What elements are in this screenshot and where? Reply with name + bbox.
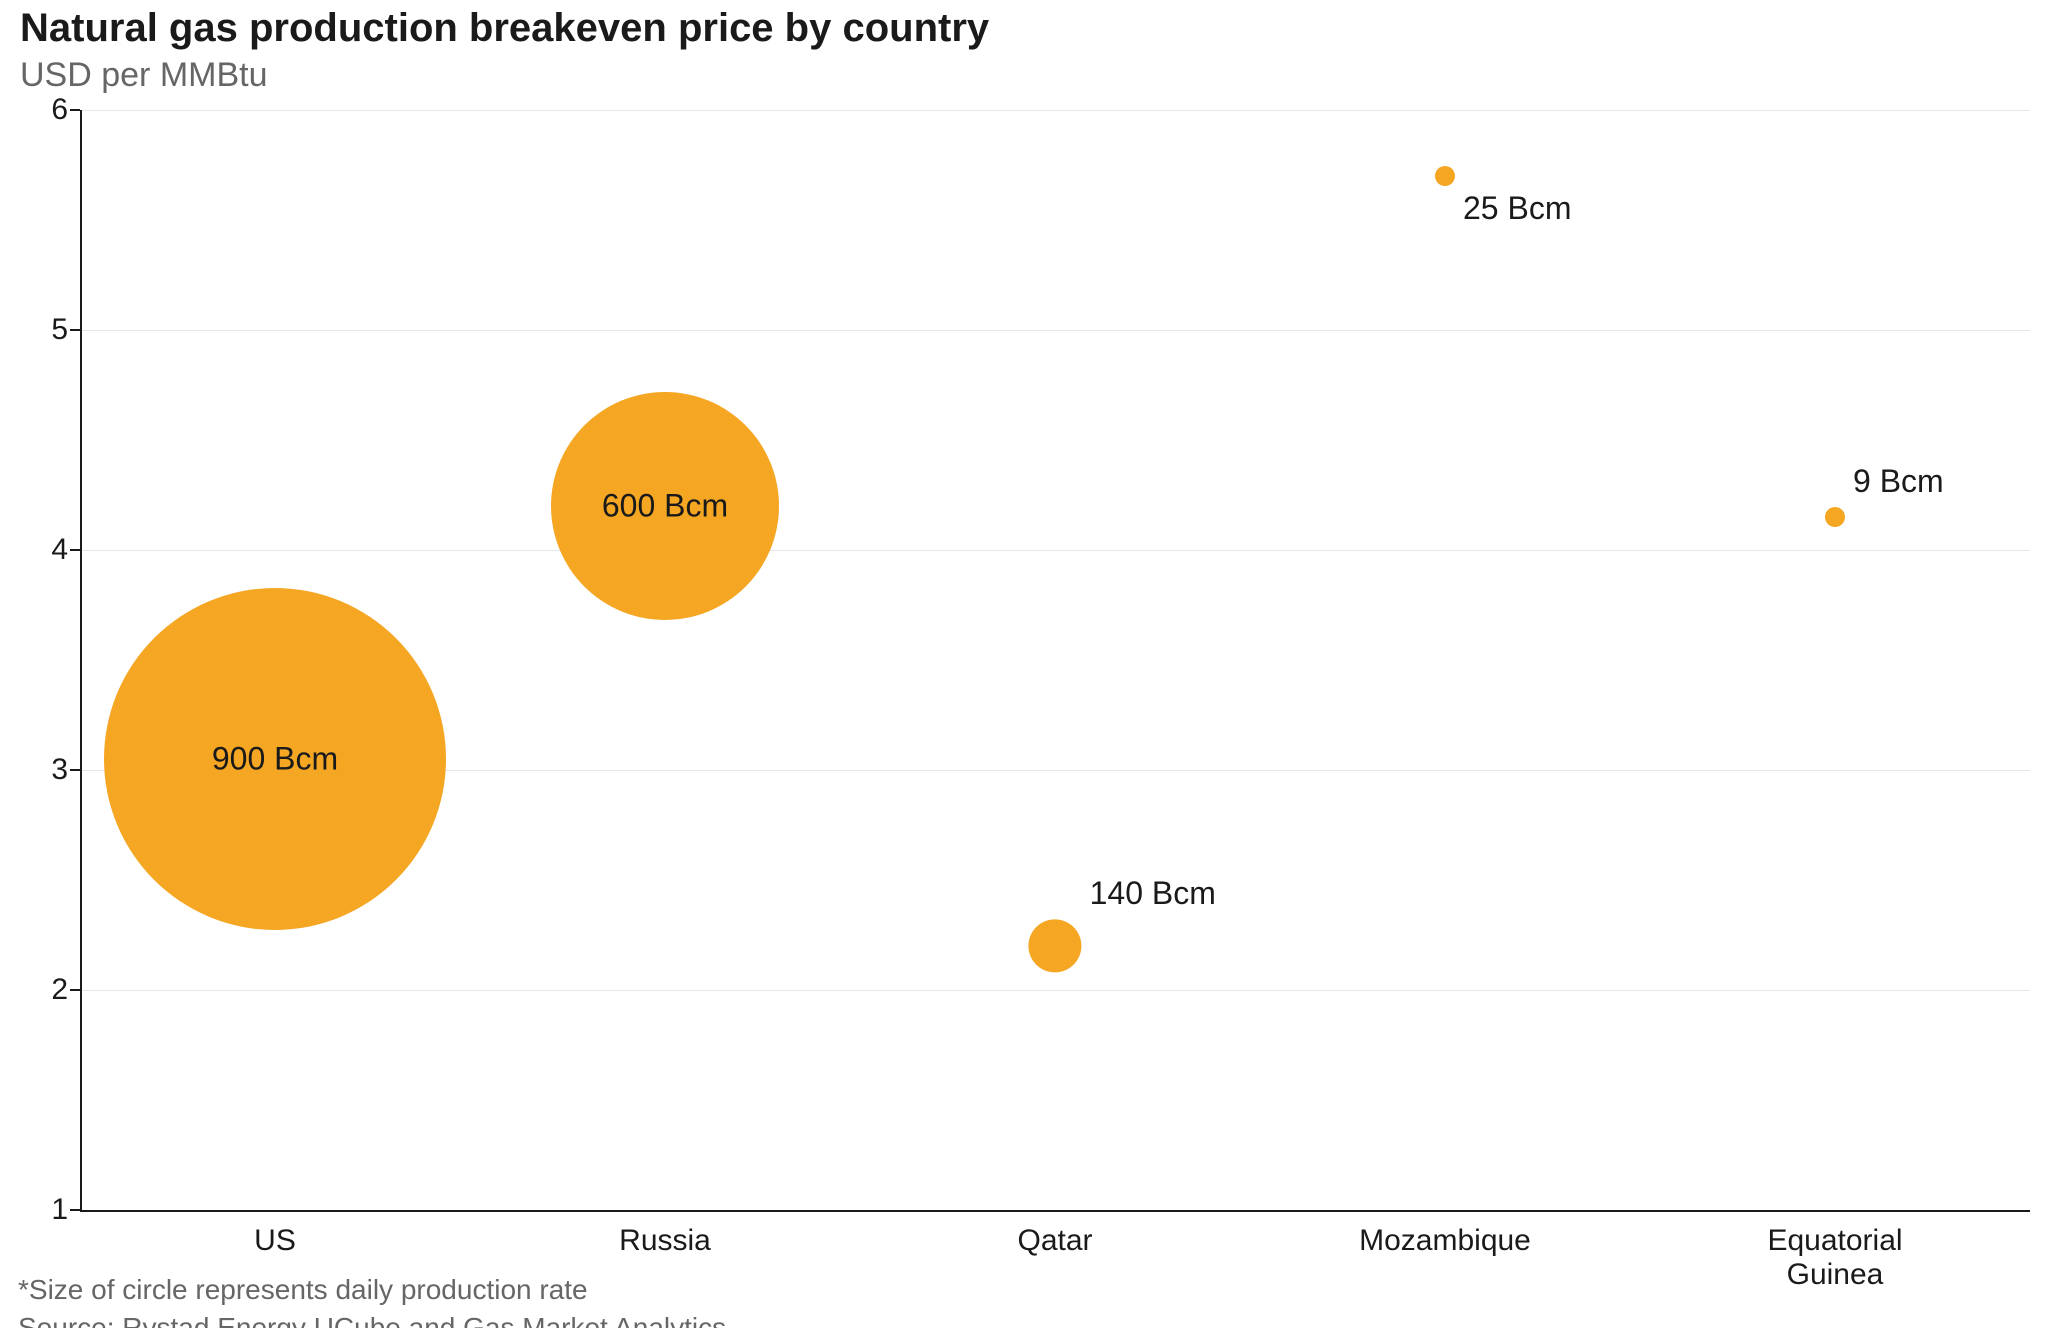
y-tick-mark [70, 1209, 80, 1211]
bubble-label: 25 Bcm [1463, 190, 1571, 227]
bubble-label: 140 Bcm [1090, 875, 1216, 912]
y-tick-mark [70, 989, 80, 991]
y-tick-label: 4 [32, 533, 68, 567]
chart-title: Natural gas production breakeven price b… [20, 6, 989, 51]
bubble-label: 900 Bcm [212, 741, 338, 778]
y-tick-mark [70, 549, 80, 551]
gridline [80, 990, 2030, 991]
y-tick-label: 2 [32, 973, 68, 1007]
y-tick-mark [70, 329, 80, 331]
bubble [1435, 166, 1455, 186]
x-tick-label: Mozambique [1359, 1224, 1531, 1258]
x-tick-label: US [254, 1224, 296, 1258]
bubble [1028, 919, 1081, 972]
footnote-size: *Size of circle represents daily product… [18, 1274, 588, 1306]
y-tick-mark [70, 109, 80, 111]
footnote-source: Source: Rystad Energy UCube and Gas Mark… [18, 1312, 726, 1328]
y-tick-label: 1 [32, 1193, 68, 1227]
y-tick-label: 5 [32, 313, 68, 347]
bubble-label: 600 Bcm [602, 488, 728, 525]
x-tick-label: Equatorial Guinea [1738, 1224, 1933, 1292]
bubble-label: 9 Bcm [1853, 463, 1944, 500]
gridline [80, 330, 2030, 331]
gridline [80, 110, 2030, 111]
bubble-chart-plot: 123456USRussiaQatarMozambiqueEquatorial … [80, 110, 2030, 1210]
y-tick-label: 3 [32, 753, 68, 787]
x-tick-label: Russia [619, 1224, 711, 1258]
bubble [1825, 507, 1845, 527]
gridline [80, 550, 2030, 551]
chart-subtitle: USD per MMBtu [20, 56, 268, 95]
y-tick-label: 6 [32, 93, 68, 127]
x-axis-line [80, 1210, 2030, 1212]
y-axis-line [80, 110, 82, 1210]
y-tick-mark [70, 769, 80, 771]
x-tick-label: Qatar [1017, 1224, 1092, 1258]
